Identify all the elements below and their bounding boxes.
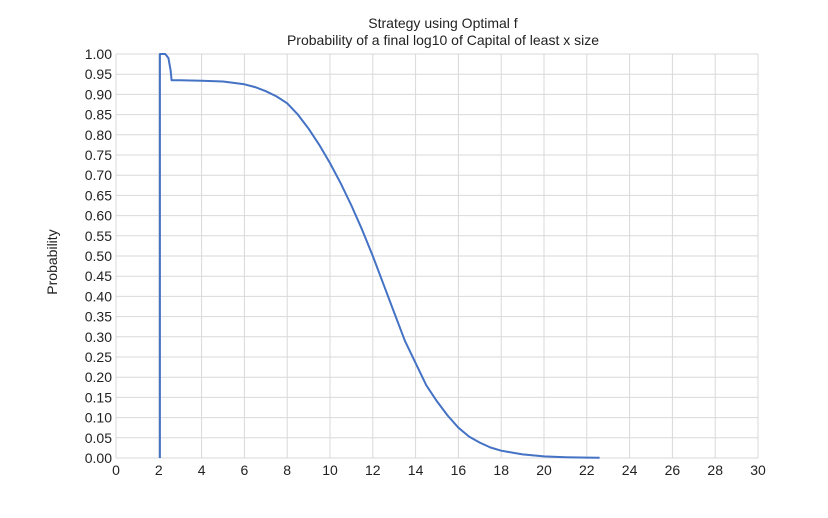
- y-tick-label: 0.15: [85, 389, 112, 405]
- y-tick-label: 0.25: [85, 349, 112, 365]
- x-tick-label: 26: [665, 462, 681, 478]
- x-tick-label: 4: [198, 462, 206, 478]
- y-axis-ticks: 0.00 0.05 0.10 0.15 0.20 0.25 0.30 0.35 0.40 0.45…: [85, 46, 112, 466]
- y-tick-label: 0.60: [85, 208, 112, 224]
- x-tick-label: 20: [536, 462, 552, 478]
- x-tick-label: 6: [241, 462, 249, 478]
- y-tick-label: 0.30: [85, 329, 112, 345]
- x-tick-label: 24: [622, 462, 638, 478]
- chart-subtitle: Probability of a final log10 of Capital …: [286, 32, 600, 48]
- y-tick-label: 0.95: [85, 66, 112, 82]
- y-tick-label: 0.65: [85, 187, 112, 203]
- y-tick-label: 0.00: [85, 450, 112, 466]
- y-tick-label: 1.00: [85, 46, 112, 62]
- y-tick-label: 0.45: [85, 268, 112, 284]
- y-tick-label: 0.20: [85, 369, 112, 385]
- x-tick-label: 10: [322, 462, 338, 478]
- y-tick-label: 0.55: [85, 228, 112, 244]
- chart-title: Strategy using Optimal f: [368, 15, 518, 31]
- x-tick-label: 0: [112, 462, 120, 478]
- x-tick-label: 2: [155, 462, 163, 478]
- y-tick-label: 0.10: [85, 410, 112, 426]
- grid-lines: [115, 53, 759, 459]
- y-tick-label: 0.75: [85, 147, 112, 163]
- y-tick-label: 0.85: [85, 107, 112, 123]
- x-tick-label: 28: [707, 462, 723, 478]
- y-tick-label: 0.35: [85, 309, 112, 325]
- x-tick-label: 18: [493, 462, 509, 478]
- series-line: [158, 53, 600, 459]
- y-tick-label: 0.90: [85, 86, 112, 102]
- y-tick-label: 0.05: [85, 430, 112, 446]
- y-tick-label: 0.80: [85, 127, 112, 143]
- x-tick-label: 16: [451, 462, 467, 478]
- x-tick-label: 22: [579, 462, 595, 478]
- x-tick-label: 12: [365, 462, 381, 478]
- x-tick-label: 14: [408, 462, 424, 478]
- x-axis-ticks: 0 2 4 6 8 10 12 14 16 18 20 22 24 26 28 30: [112, 462, 766, 478]
- y-tick-label: 0.70: [85, 167, 112, 183]
- y-tick-label: 0.50: [85, 248, 112, 264]
- x-tick-label: 8: [283, 462, 291, 478]
- x-tick-label: 30: [750, 462, 766, 478]
- series-layer: [158, 53, 600, 459]
- y-tick-label: 0.40: [85, 288, 112, 304]
